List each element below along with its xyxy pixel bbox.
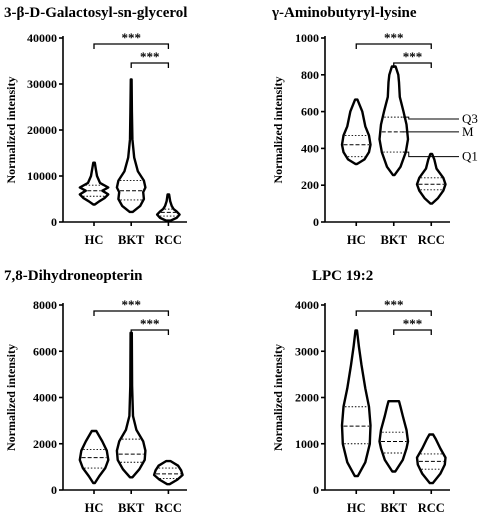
- significance-label: ***: [140, 316, 160, 331]
- violin-bkt: [115, 331, 147, 479]
- x-tick-label: RCC: [418, 233, 445, 247]
- x-tick-label: HC: [85, 233, 104, 247]
- x-tick-label: BKT: [118, 501, 145, 515]
- panel-title: 3-β-D-Galactosyl-sn-glycerol: [4, 5, 187, 21]
- panel-title: LPC 19:2: [312, 268, 373, 284]
- y-tick-label: 0: [51, 215, 57, 229]
- significance-label: ***: [384, 30, 404, 45]
- violin-hc: [78, 429, 110, 485]
- violin-hc: [78, 161, 110, 206]
- panel-title: 7,8-Dihydroneopterin: [4, 268, 143, 284]
- significance-label: ***: [403, 316, 423, 331]
- y-tick-label: 0: [51, 483, 57, 497]
- annotation-label-m: M: [462, 124, 474, 139]
- violin-bkt: [378, 65, 410, 177]
- y-axis-label: Normalized intensity: [4, 344, 18, 451]
- y-tick-label: 4000: [295, 298, 319, 312]
- violin-hc: [340, 329, 372, 478]
- x-tick-label: HC: [347, 501, 366, 515]
- significance-bracket: [93, 43, 170, 49]
- significance-label: ***: [121, 297, 141, 312]
- significance-bracket: [130, 329, 170, 335]
- annotation-label-q1: Q1: [462, 149, 478, 164]
- annotation-label-q3: Q3: [462, 111, 478, 126]
- violin-rcc: [155, 193, 181, 222]
- y-axis-label: Normalized intensity: [4, 77, 18, 184]
- significance-bracket: [93, 310, 170, 316]
- y-tick-label: 200: [301, 178, 319, 192]
- violin-hc: [340, 98, 372, 166]
- y-tick-label: 30000: [27, 77, 57, 91]
- x-tick-label: BKT: [381, 501, 408, 515]
- y-tick-label: 6000: [33, 344, 57, 358]
- y-tick-label: 1000: [295, 437, 319, 451]
- y-tick-label: 2000: [295, 391, 319, 405]
- panel-title: γ-Aminobutyryl-lysine: [271, 5, 417, 21]
- annotation-leader: [402, 116, 459, 120]
- x-tick-label: RCC: [418, 501, 445, 515]
- y-tick-label: 1000: [295, 31, 319, 45]
- panel-lpc: LPC 19:2 0 1000 2000 3000 4000 Normalized inte…: [271, 268, 450, 515]
- significance-bracket: [355, 310, 432, 316]
- violin-bkt: [115, 78, 147, 214]
- x-tick-label: HC: [85, 501, 104, 515]
- y-tick-label: 3000: [295, 344, 319, 358]
- x-tick-label: RCC: [155, 233, 182, 247]
- y-tick-label: 8000: [33, 298, 57, 312]
- panel-aminobutyryl: γ-Aminobutyryl-lysine 0 200 400 600 800 1000 No…: [271, 5, 478, 247]
- y-tick-label: 10000: [27, 169, 57, 183]
- violin-rcc: [415, 433, 447, 485]
- significance-bracket: [393, 329, 432, 335]
- y-tick-label: 0: [313, 215, 319, 229]
- y-axis-label: Normalized intensity: [271, 344, 285, 451]
- x-tick-label: HC: [347, 233, 366, 247]
- violin-rcc: [415, 152, 447, 205]
- y-tick-label: 20000: [27, 123, 57, 137]
- y-tick-label: 2000: [33, 437, 57, 451]
- significance-label: ***: [140, 49, 160, 64]
- y-tick-label: 0: [313, 483, 319, 497]
- x-tick-label: RCC: [155, 501, 182, 515]
- significance-bracket: [393, 62, 432, 68]
- y-tick-label: 4000: [33, 391, 57, 405]
- significance-bracket: [130, 62, 170, 68]
- panel-galactosyl: 3-β-D-Galactosyl-sn-glycerol 0 10000 20000 3…: [4, 5, 188, 247]
- y-tick-label: 800: [301, 68, 319, 82]
- significance-label: ***: [121, 30, 141, 45]
- y-tick-label: 40000: [27, 31, 57, 45]
- panel-dihydroneopterin: 7,8-Dihydroneopterin 0 2000 4000 6000 8000 Nor…: [4, 268, 187, 515]
- significance-bracket: [355, 43, 432, 49]
- significance-label: ***: [403, 49, 423, 64]
- y-tick-label: 400: [301, 141, 319, 155]
- x-tick-label: BKT: [381, 233, 408, 247]
- y-axis-label: Normalized intensity: [271, 77, 285, 184]
- x-tick-label: BKT: [118, 233, 145, 247]
- significance-label: ***: [384, 297, 404, 312]
- violin-bkt: [378, 400, 410, 473]
- violin-rcc: [152, 459, 184, 486]
- annotation-leader: [402, 151, 459, 158]
- y-tick-label: 600: [301, 105, 319, 119]
